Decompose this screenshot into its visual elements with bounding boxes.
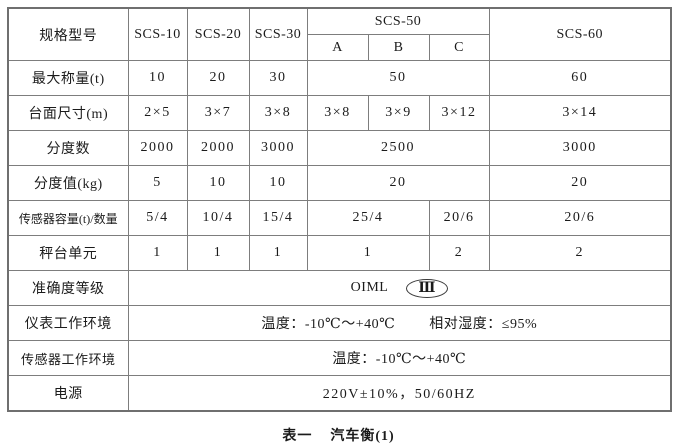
row-power: 电源 220V±10%，50/60HZ <box>7 375 672 412</box>
cell: 1 <box>127 235 188 271</box>
row-sensor-capacity: 传感器容量(t)/数量 5/4 10/4 15/4 25/4 20/6 20/6 <box>7 200 672 236</box>
row-divisions: 分度数 2000 2000 3000 2500 3000 <box>7 130 672 166</box>
spec-table: 规格型号 SCS-10 SCS-20 SCS-30 SCS-50 SCS-60 … <box>7 7 673 412</box>
oiml-text: OIML <box>350 280 389 295</box>
cell: 10 <box>127 60 188 96</box>
row-label: 分度数 <box>7 130 129 166</box>
row-label: 仪表工作环境 <box>7 305 129 341</box>
cell: 20 <box>186 60 250 96</box>
cell: 2500 <box>306 130 490 166</box>
cell: 3×12 <box>428 95 490 131</box>
cell: 2000 <box>186 130 250 166</box>
header-scs-50: SCS-50 <box>306 7 490 35</box>
cell: 20/6 <box>428 200 490 236</box>
cell: 2×5 <box>127 95 188 131</box>
header-spec-model: 规格型号 <box>7 7 129 61</box>
cell: 2 <box>488 235 672 271</box>
cell: 20 <box>306 165 490 201</box>
cell: 10 <box>248 165 308 201</box>
header-scs50-sub-b: B <box>367 34 430 61</box>
row-sensor-env: 传感器工作环境 温度：-10℃～+40℃ <box>7 340 672 376</box>
header-scs-20: SCS-20 <box>186 7 250 61</box>
table-caption: 表一 汽车衡(1) <box>7 425 670 445</box>
row-label: 传感器工作环境 <box>7 340 129 376</box>
row-instrument-env: 仪表工作环境 温度：-10℃～+40℃ 相对湿度：≤95% <box>7 305 672 341</box>
cell: 1 <box>306 235 430 271</box>
cell: 5 <box>127 165 188 201</box>
cell: 3×9 <box>367 95 430 131</box>
cell: 2000 <box>127 130 188 166</box>
cell: 3×14 <box>488 95 672 131</box>
env-humidity: 相对湿度：≤95% <box>429 317 538 332</box>
cell: 20 <box>488 165 672 201</box>
header-scs50-sub-c: C <box>428 34 490 61</box>
caption-title: 汽车衡(1) <box>330 429 395 444</box>
cell: 60 <box>488 60 672 96</box>
cell: 50 <box>306 60 490 96</box>
header-row-1: 规格型号 SCS-10 SCS-20 SCS-30 SCS-50 SCS-60 <box>7 7 672 61</box>
caption-number: 表一 <box>282 429 313 444</box>
cell: 20/6 <box>488 200 672 236</box>
header-scs-60: SCS-60 <box>488 7 672 61</box>
header-scs50-sub-a: A <box>306 34 369 61</box>
row-label: 最大称量(t) <box>7 60 129 96</box>
cell: 3×8 <box>306 95 369 131</box>
header-scs-10: SCS-10 <box>127 7 188 61</box>
env-temperature: 温度：-10℃～+40℃ <box>261 317 396 332</box>
cell: 1 <box>186 235 250 271</box>
cell: 15/4 <box>248 200 308 236</box>
cell-sensor-env: 温度：-10℃～+40℃ <box>127 340 672 376</box>
row-label: 分度值(kg) <box>7 165 129 201</box>
cell: 25/4 <box>306 200 430 236</box>
row-deck-size: 台面尺寸(m) 2×5 3×7 3×8 3×8 3×9 3×12 3×14 <box>7 95 672 131</box>
cell: 3000 <box>488 130 672 166</box>
row-accuracy-class: 准确度等级 OIML Ⅲ <box>7 270 672 306</box>
row-division-value: 分度值(kg) 5 10 10 20 20 <box>7 165 672 201</box>
cell-accuracy: OIML Ⅲ <box>127 270 672 306</box>
row-max-weight: 最大称量(t) 10 20 30 50 60 <box>7 60 672 96</box>
header-scs-30: SCS-30 <box>248 7 308 61</box>
row-label: 准确度等级 <box>7 270 129 306</box>
cell: 3000 <box>248 130 308 166</box>
row-platform-units: 秤台单元 1 1 1 1 2 2 <box>7 235 672 271</box>
row-label: 传感器容量(t)/数量 <box>7 200 129 236</box>
cell: 3×7 <box>186 95 250 131</box>
cell: 1 <box>248 235 308 271</box>
row-label: 台面尺寸(m) <box>7 95 129 131</box>
cell: 30 <box>248 60 308 96</box>
cell: 5/4 <box>127 200 188 236</box>
cell: 10/4 <box>186 200 250 236</box>
row-label: 电源 <box>7 375 129 412</box>
row-label: 秤台单元 <box>7 235 129 271</box>
cell: 10 <box>186 165 250 201</box>
cell-power: 220V±10%，50/60HZ <box>127 375 672 412</box>
cell-instrument-env: 温度：-10℃～+40℃ 相对湿度：≤95% <box>127 305 672 341</box>
oiml-class-iii-badge: Ⅲ <box>406 278 448 298</box>
cell: 2 <box>428 235 490 271</box>
cell: 3×8 <box>248 95 308 131</box>
